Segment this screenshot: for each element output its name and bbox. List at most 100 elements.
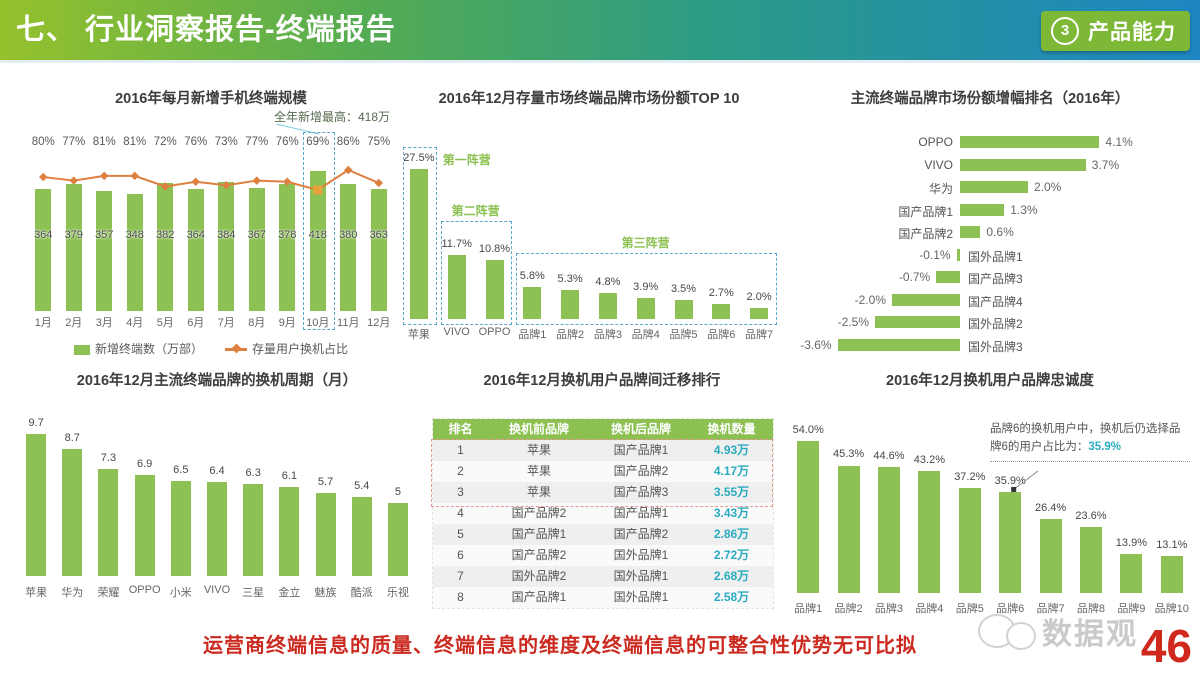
plot-area: 1月 364 80% 2月 379 77% 3月 357 81% 4月 348 81% 5月 382 72%…: [28, 132, 394, 336]
x-label: 品牌2: [556, 329, 585, 341]
bar: [387, 502, 408, 576]
bar-value-label: 11.7%: [441, 238, 472, 251]
x-label: 华为: [61, 587, 84, 599]
bar: [35, 189, 52, 311]
table-cell: 国产品牌2: [613, 464, 669, 478]
bar: [134, 475, 155, 576]
bar-value-label: 9.7: [28, 417, 44, 429]
x-label: 1月: [34, 317, 52, 329]
x-label: 品牌1: [518, 329, 547, 341]
x-label: 荣耀: [97, 587, 120, 599]
x-label: 小米: [169, 587, 192, 599]
bar-value-label: 382: [156, 229, 175, 241]
x-label: 品牌8: [1076, 603, 1106, 615]
bar: [1039, 518, 1062, 593]
x-label: 魅族: [314, 587, 337, 599]
x-label: 品牌4: [631, 329, 660, 341]
x-label: 9月: [278, 317, 296, 329]
x-label: 10月: [306, 317, 330, 329]
table-cell: 2: [457, 464, 464, 478]
chart-annotation: 品牌6的换机用户中，换机后仍选择品牌6的用户占比为：35.9%: [990, 421, 1190, 462]
bar: [279, 184, 296, 311]
bar-value-label: 35.9%: [994, 474, 1026, 487]
watermark-text: 数据观: [1042, 618, 1138, 651]
bar-category-label: 华为: [928, 182, 953, 196]
table-cell: 3.55万: [713, 485, 750, 499]
section-badge: 3 产品能力: [1041, 11, 1190, 51]
bar: [958, 488, 981, 593]
bar-value-label: 13.9%: [1115, 536, 1147, 549]
bar-category-label: 国产品牌3: [968, 272, 1023, 286]
bar: [837, 338, 960, 351]
bar-value-label: 5.3%: [557, 273, 583, 286]
x-label: 品牌9: [1117, 603, 1146, 615]
table-row: 5 国产品牌1 国产品牌2 2.86万: [433, 524, 773, 545]
x-label: VIVO: [443, 326, 470, 338]
bar-value-label: -0.1%: [919, 247, 951, 262]
bar-value-label: 45.3%: [832, 448, 865, 461]
bar-category-label: 国产品牌2: [898, 227, 953, 241]
x-label: 酷派: [350, 587, 373, 599]
bar-value-label: 10.8%: [478, 243, 511, 256]
table-cell: 国外品牌1: [613, 548, 669, 562]
line-value-label: 75%: [367, 136, 391, 148]
bar-value-label: 384: [217, 229, 236, 241]
x-label: 6月: [187, 317, 205, 329]
bar-value-label: 3.7%: [1091, 157, 1120, 172]
chart-title: 2016年12月换机用户品牌忠诚度: [886, 373, 1094, 389]
table-header-row: 排名 换机前品牌 换机后品牌 换机数量: [433, 419, 773, 440]
bar-value-label: 379: [64, 229, 83, 241]
line-marker-icon: [225, 348, 247, 352]
x-label: 品牌5: [955, 603, 984, 615]
bar-category-label: 国产品牌4: [968, 294, 1023, 309]
bar: [636, 297, 655, 319]
plot-area: 第一阵营 第二阵营 第三阵营 苹果 27.5% VIVO 11.7% OPPO 10.8% 品牌1…: [400, 129, 778, 361]
camp-label: 第一阵营: [442, 153, 491, 167]
bar: [837, 465, 860, 593]
bar-value-label: 7.3: [100, 452, 117, 465]
camp-label: 第三阵营: [621, 236, 670, 251]
bar: [960, 203, 1005, 216]
line-value-label: 81%: [92, 136, 116, 148]
table-cell: 8: [457, 590, 464, 604]
bar-value-label: 6.9: [136, 457, 153, 470]
bar-value-label: 3.9%: [633, 280, 659, 293]
bar: [126, 194, 143, 311]
header-divider: [0, 60, 1200, 63]
bar-value-label: 1.3%: [1010, 202, 1038, 217]
bar: [62, 448, 83, 576]
bar-value-label: 44.6%: [873, 450, 905, 463]
line-value-label: 76%: [275, 136, 299, 148]
table-row: 3 苹果 国产品牌3 3.55万: [433, 482, 773, 503]
bar-value-label: 4.1%: [1105, 135, 1133, 149]
bar: [485, 260, 504, 319]
table-row: 1 苹果 国产品牌1 4.93万: [433, 440, 773, 461]
x-label: 4月: [126, 317, 144, 329]
x-label: 金立: [278, 587, 301, 599]
plot-area: OPPO 4.1% VIVO 3.7% 华为 2.0% 国产品牌1 1.3% 国产品牌2 0.6%…: [788, 132, 1192, 362]
x-label: 品牌1: [794, 603, 823, 615]
bar-value-label: 418: [308, 229, 327, 241]
bar: [218, 182, 235, 311]
bar: [960, 136, 1100, 148]
table-title: 2016年12月换机用户品牌间迁移排行: [483, 373, 721, 389]
bar: [309, 171, 326, 311]
bar-value-label: 8.7: [64, 431, 80, 444]
chart-title: 2016年12月主流终端品牌的换机周期（月）: [76, 373, 358, 389]
bar-value-label: -2.5%: [837, 315, 869, 329]
bar: [409, 169, 428, 319]
table-cell: 国产品牌1: [613, 443, 669, 457]
column-header: 换机数量: [707, 422, 756, 436]
x-label: 11月: [337, 317, 360, 329]
bar: [1120, 553, 1143, 593]
x-label: 品牌2: [834, 603, 863, 615]
table-cell: 国外品牌1: [613, 590, 669, 604]
bar: [370, 189, 387, 311]
bar-value-label: 5.7: [317, 475, 334, 488]
bar: [340, 183, 357, 311]
table-cell: 2.68万: [713, 569, 750, 583]
bar-value-label: -0.7%: [898, 270, 931, 284]
x-label: 2月: [65, 317, 83, 329]
plot-area: 品牌1 54.0% 品牌2 45.3% 品牌3 44.6% 品牌4 43.2% 品牌5 37.2%…: [788, 408, 1192, 624]
line-value-label: 77%: [245, 136, 269, 148]
